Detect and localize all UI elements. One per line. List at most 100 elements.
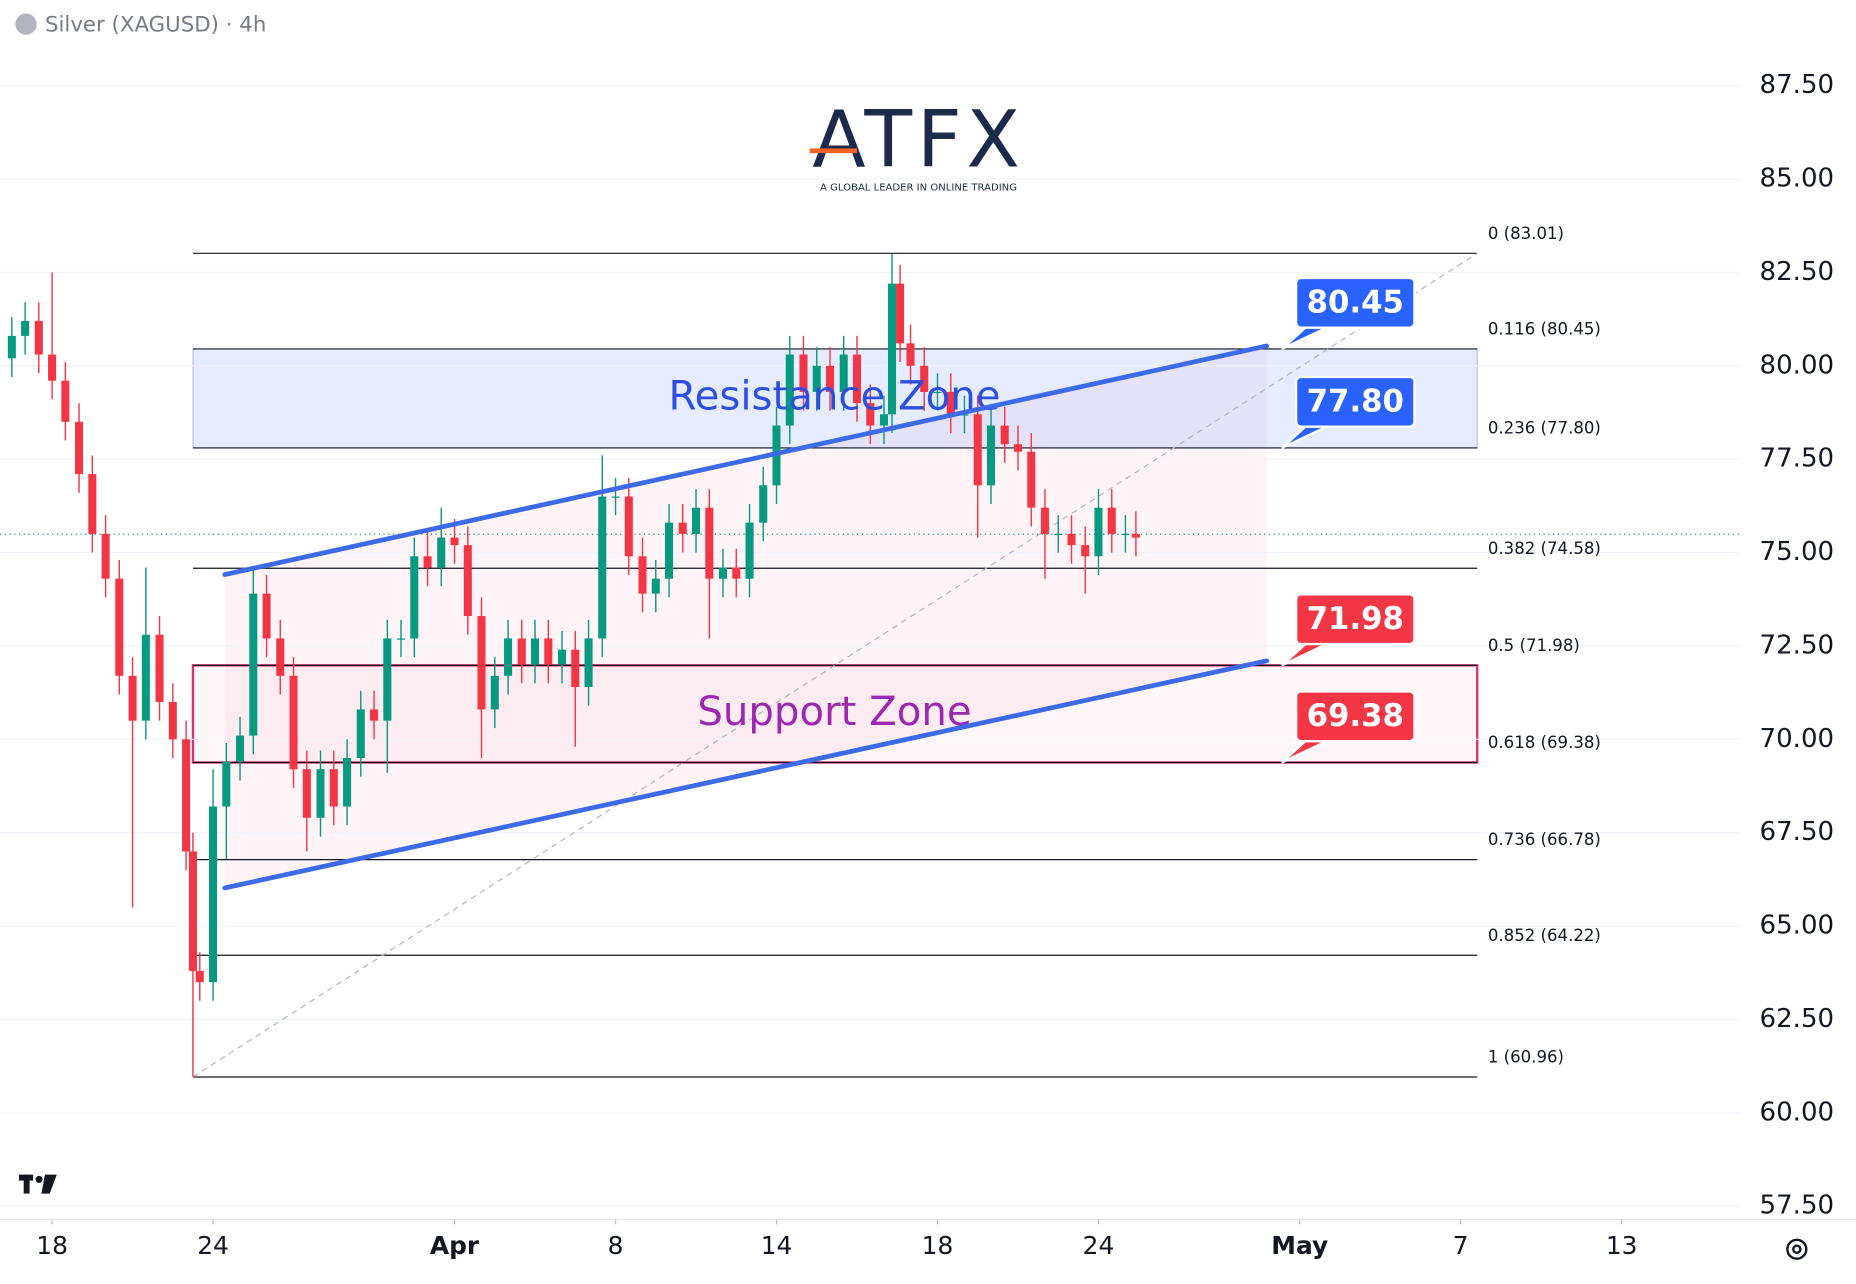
- logo-tagline: A GLOBAL LEADER IN ONLINE TRADING: [820, 182, 1017, 193]
- candle-body: [437, 537, 446, 568]
- y-tick-label: 65.00: [1760, 911, 1835, 941]
- candle-body: [61, 380, 70, 422]
- y-tick-label: 80.00: [1760, 350, 1835, 380]
- symbol-icon: [15, 13, 37, 35]
- candle-body: [1094, 507, 1103, 557]
- candle-body: [624, 496, 633, 557]
- candle-body: [477, 616, 486, 710]
- candle-body: [973, 414, 982, 486]
- y-tick-label: 57.50: [1760, 1191, 1835, 1221]
- candle-body: [1107, 507, 1116, 534]
- candle-body: [557, 649, 567, 665]
- candle-body: [866, 403, 875, 426]
- candle-body: [933, 391, 942, 394]
- y-tick-label: 72.50: [1760, 630, 1835, 660]
- price-tag: [1294, 593, 1416, 646]
- y-tick-label: 70.00: [1760, 724, 1835, 754]
- candle-body: [1027, 451, 1036, 508]
- candle-body: [289, 675, 298, 770]
- candle-body: [544, 638, 553, 665]
- y-tick-label: 87.50: [1760, 70, 1835, 100]
- candle-body: [302, 769, 311, 818]
- candle-body: [896, 283, 905, 344]
- candle-body: [920, 365, 929, 392]
- candle-body: [463, 545, 472, 617]
- candle-body: [1000, 425, 1009, 445]
- fib-label: 0 (83.01): [1488, 224, 1564, 243]
- candle-body: [34, 320, 43, 355]
- channel-line: [222, 343, 1270, 577]
- candle-body: [785, 354, 794, 426]
- zone-label: Resistance Zone: [668, 373, 1000, 419]
- chart-title: Silver (XAGUSD) · 4h: [45, 12, 266, 37]
- candles-layer: [7, 253, 1140, 1077]
- candle-body: [370, 709, 379, 721]
- candle-body: [262, 593, 271, 639]
- candle-body: [423, 556, 432, 568]
- settings-icon[interactable]: [1786, 1238, 1808, 1260]
- price-tag-label: 71.98: [1307, 601, 1404, 637]
- candle-body: [611, 496, 620, 498]
- candle-body: [1013, 444, 1023, 452]
- price-tag: [1294, 276, 1416, 329]
- logo-accent: [809, 148, 857, 154]
- candle-body: [236, 735, 245, 762]
- price-tag-label: 77.80: [1307, 383, 1404, 419]
- price-tag-label: 69.38: [1307, 698, 1404, 734]
- candle-body: [678, 522, 687, 534]
- candle-body: [168, 701, 177, 740]
- candle-body: [188, 851, 197, 971]
- candle-body: [718, 567, 728, 579]
- x-tick-label: 24: [197, 1231, 229, 1260]
- candle-body: [48, 354, 57, 381]
- candle-body: [504, 638, 513, 676]
- candle-body: [75, 421, 84, 475]
- x-tick-label: Apr: [430, 1231, 480, 1260]
- candle-body: [960, 414, 969, 416]
- fib-label: 1 (60.96): [1488, 1048, 1564, 1067]
- fib-trend: [192, 252, 1478, 1078]
- y-tick-label: 75.00: [1760, 537, 1835, 567]
- candle-body: [986, 425, 996, 486]
- candle-body: [759, 485, 768, 523]
- fib-label: 0.852 (64.22): [1488, 926, 1601, 945]
- grid-layer: [0, 85, 1740, 1225]
- x-tick-label: 18: [922, 1231, 954, 1260]
- candle-body: [665, 522, 674, 579]
- candle-body: [691, 507, 701, 534]
- candle-body: [887, 283, 897, 415]
- fib-label: 0.116 (80.45): [1488, 320, 1601, 339]
- price-tag-label: 80.45: [1307, 284, 1404, 320]
- candle-body: [195, 970, 204, 983]
- candle-body: [316, 769, 325, 818]
- candle-body: [276, 638, 285, 676]
- drawing-layer: [0, 252, 1740, 1078]
- x-tick-label: 8: [608, 1231, 624, 1260]
- candle-body: [826, 365, 835, 392]
- zone-label: Support Zone: [697, 689, 971, 735]
- fib-label: 0.736 (66.78): [1488, 830, 1601, 849]
- candle-body: [356, 709, 365, 758]
- fib-label: 0.5 (71.98): [1488, 636, 1580, 655]
- candle-body: [1040, 507, 1049, 534]
- candle-body: [88, 474, 97, 534]
- candle-body: [155, 634, 164, 702]
- fib-label: 0.618 (69.38): [1488, 733, 1601, 752]
- candle-body: [1081, 545, 1090, 557]
- y-tick-label: 85.00: [1760, 164, 1835, 194]
- y-tick-label: 67.50: [1760, 817, 1835, 847]
- candle-body: [638, 556, 647, 594]
- price-tag: [1294, 375, 1416, 428]
- candle-body: [383, 638, 392, 721]
- x-tick-label: 18: [36, 1231, 68, 1260]
- logo: ATFX: [812, 94, 1024, 185]
- candle-body: [879, 414, 888, 426]
- candle-body: [7, 335, 16, 359]
- candle-body: [946, 391, 955, 415]
- candle-body: [128, 675, 137, 721]
- channel-line: [222, 658, 1270, 891]
- y-tick-label: 60.00: [1760, 1097, 1835, 1127]
- y-tick-label: 77.50: [1760, 444, 1835, 474]
- zone: [191, 664, 1479, 764]
